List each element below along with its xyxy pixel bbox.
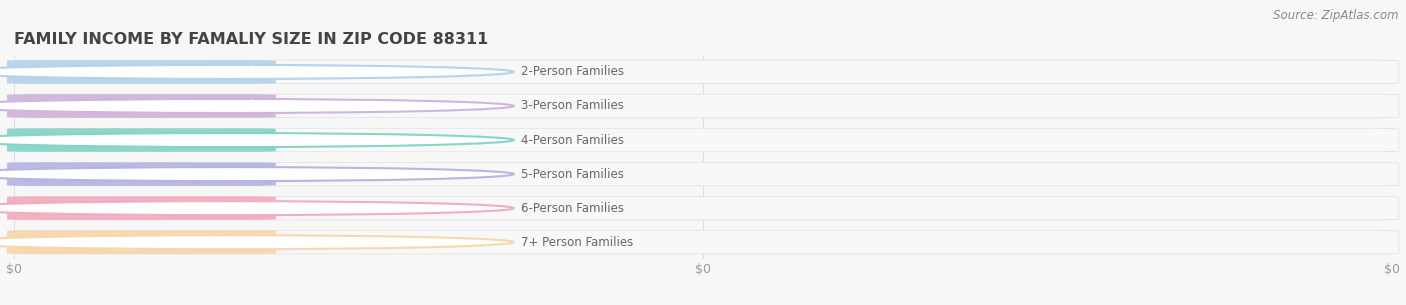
FancyBboxPatch shape <box>7 128 276 152</box>
Text: 6-Person Families: 6-Person Families <box>520 202 624 215</box>
FancyBboxPatch shape <box>7 196 276 220</box>
Circle shape <box>0 235 513 249</box>
Text: $0: $0 <box>247 66 263 78</box>
FancyBboxPatch shape <box>7 60 1399 84</box>
FancyBboxPatch shape <box>7 196 1399 220</box>
Text: $0: $0 <box>247 134 263 146</box>
Circle shape <box>0 201 513 215</box>
FancyBboxPatch shape <box>7 231 276 254</box>
FancyBboxPatch shape <box>7 94 1399 118</box>
Text: 7+ Person Families: 7+ Person Families <box>520 236 633 249</box>
Text: FAMILY INCOME BY FAMALIY SIZE IN ZIP CODE 88311: FAMILY INCOME BY FAMALIY SIZE IN ZIP COD… <box>14 32 488 47</box>
Text: 5-Person Families: 5-Person Families <box>520 168 624 181</box>
FancyBboxPatch shape <box>7 128 1399 152</box>
FancyBboxPatch shape <box>7 162 276 186</box>
Text: 3-Person Families: 3-Person Families <box>520 99 624 113</box>
Text: 4-Person Families: 4-Person Families <box>520 134 624 146</box>
Circle shape <box>0 167 513 181</box>
Text: 2-Person Families: 2-Person Families <box>520 66 624 78</box>
FancyBboxPatch shape <box>7 60 276 84</box>
Text: Source: ZipAtlas.com: Source: ZipAtlas.com <box>1274 9 1399 22</box>
Text: $0: $0 <box>247 99 263 113</box>
Circle shape <box>0 133 513 147</box>
Text: $0: $0 <box>247 168 263 181</box>
FancyBboxPatch shape <box>7 231 1399 254</box>
Circle shape <box>0 65 513 79</box>
FancyBboxPatch shape <box>7 94 276 118</box>
Circle shape <box>0 99 513 113</box>
Text: $0: $0 <box>247 202 263 215</box>
FancyBboxPatch shape <box>7 162 1399 186</box>
Text: $0: $0 <box>247 236 263 249</box>
